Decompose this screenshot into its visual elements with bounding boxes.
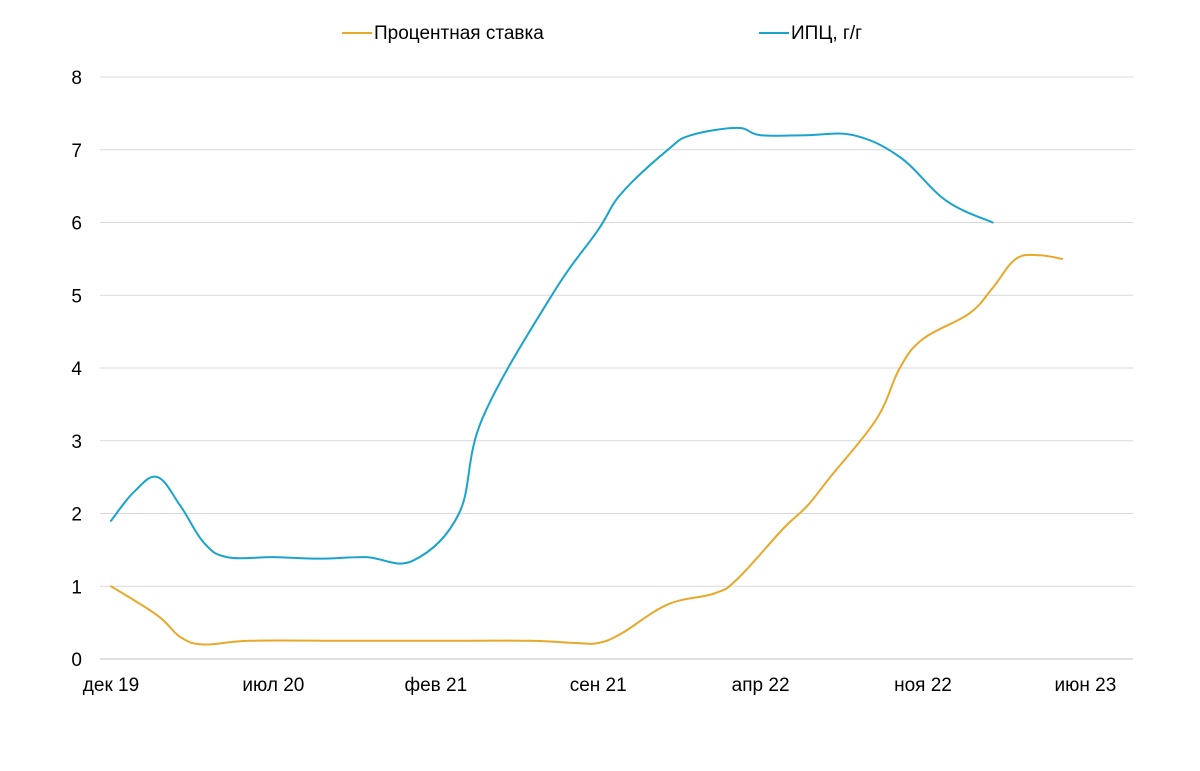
legend-label-cpi: ИПЦ, г/г	[791, 23, 862, 44]
x-tick-label: июл 20	[242, 675, 304, 696]
gridlines	[100, 76, 1133, 660]
y-tick-label: 5	[71, 286, 82, 307]
x-tick-label: ноя 22	[894, 675, 952, 696]
y-tick-label: 1	[71, 577, 82, 598]
y-tick-label: 8	[71, 68, 82, 89]
series-lines	[110, 126, 1064, 646]
legend-label-interest-rate: Процентная ставка	[374, 23, 544, 44]
x-tick-label: фев 21	[404, 675, 467, 696]
y-tick-label: 6	[71, 214, 82, 235]
y-tick-label: 3	[71, 432, 82, 453]
x-tick-label: июн 23	[1055, 675, 1117, 696]
series-line-cpi	[110, 126, 994, 565]
x-axis-tick-labels: дек 19 июл 20 фев 21 сен 21 апр 22 ноя 22 июн …	[83, 675, 1116, 696]
legend-item-cpi: ИПЦ, г/г	[759, 23, 862, 44]
legend: Процентная ставка ИПЦ, г/г	[342, 23, 862, 44]
x-tick-label: сен 21	[570, 675, 627, 696]
y-tick-label: 2	[71, 505, 82, 526]
y-tick-label: 4	[71, 359, 82, 380]
x-tick-label: дек 19	[83, 675, 139, 696]
y-tick-label: 0	[71, 650, 82, 671]
y-axis-tick-labels: 0 1 2 3 4 5 6 7 8	[71, 68, 82, 671]
series-line-interest-rate	[110, 253, 1064, 646]
y-tick-label: 7	[71, 141, 82, 162]
x-tick-label: апр 22	[732, 675, 790, 696]
legend-item-interest-rate: Процентная ставка	[342, 23, 544, 44]
